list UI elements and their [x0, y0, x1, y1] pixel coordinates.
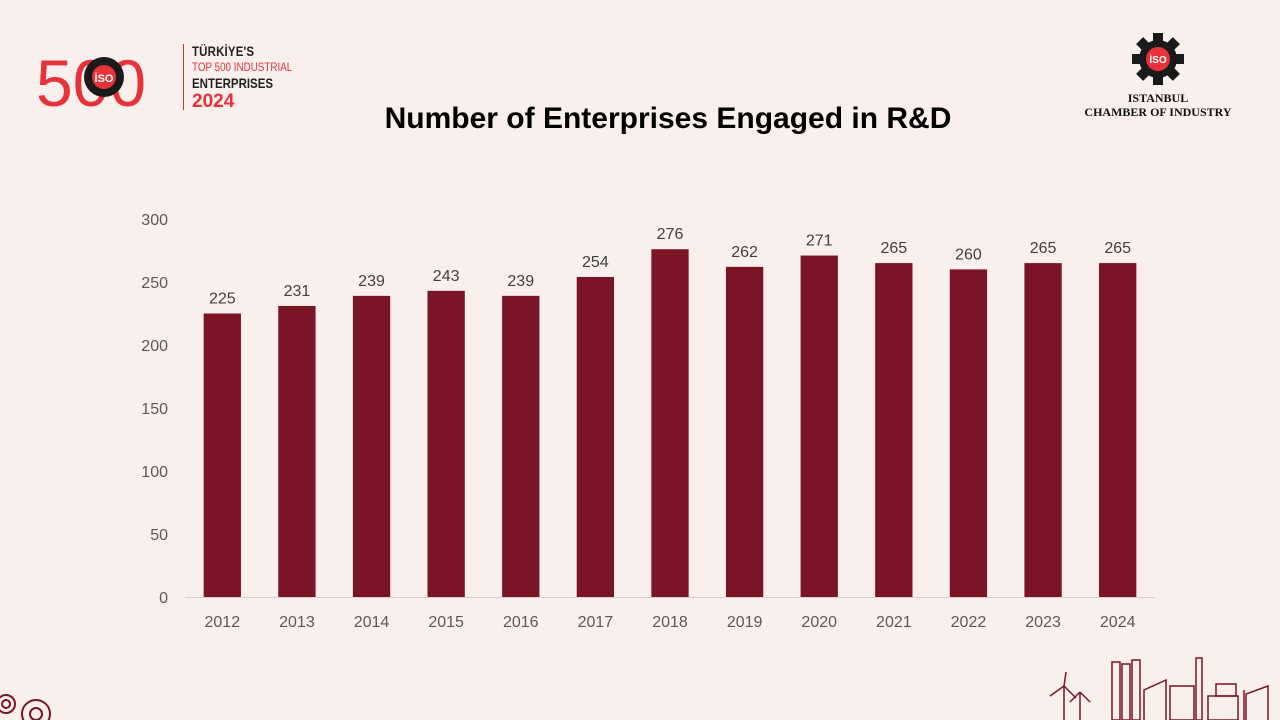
x-tick-label: 2021 — [876, 614, 912, 631]
data-label-2023: 265 — [1030, 240, 1057, 257]
x-tick-label: 2013 — [279, 614, 315, 631]
bar-2020 — [800, 255, 838, 598]
x-tick-label: 2017 — [578, 614, 614, 631]
y-tick-label: 150 — [141, 401, 168, 418]
logo-line-2: TOP 500 INDUSTRIAL — [192, 60, 293, 74]
bar-series — [203, 249, 1137, 598]
y-tick-label: 300 — [141, 212, 168, 229]
bar-2024 — [1099, 263, 1137, 597]
data-label-2021: 265 — [880, 240, 907, 257]
x-tick-label: 2014 — [354, 614, 390, 631]
x-tick-label: 2018 — [652, 614, 688, 631]
bar-2016 — [502, 295, 540, 597]
logo-500-graphic: 500 İSO — [36, 46, 146, 120]
bar-2019 — [725, 266, 764, 597]
iso-badge-text: İSO — [1149, 53, 1166, 66]
x-tick-label: 2016 — [503, 614, 539, 631]
data-label-2015: 243 — [433, 268, 460, 285]
factory-skyline-icon — [1049, 657, 1269, 720]
bar-2017 — [576, 276, 615, 597]
y-tick-label: 250 — [141, 275, 168, 292]
bar-2015 — [427, 290, 465, 597]
x-tick-label: 2024 — [1100, 614, 1136, 631]
bar-2021 — [875, 263, 913, 597]
logo-divider — [183, 44, 184, 110]
gears-decoration-icon — [0, 694, 51, 720]
org-name-line-2: CHAMBER OF INDUSTRY — [1084, 105, 1232, 119]
data-label-2022: 260 — [955, 246, 982, 263]
x-tick-label: 2012 — [205, 614, 241, 631]
data-label-2016: 239 — [507, 273, 534, 290]
logo-line-4: 2024 — [192, 91, 235, 112]
iso-gear-icon: İSO — [1132, 33, 1184, 85]
data-labels: 225 231 239 243 239 254 276 262 271 265 260 265 265 — [209, 226, 1131, 307]
x-axis: 2012 2013 2014 2015 2016 2017 2018 2019 2020 2021… — [205, 614, 1136, 631]
y-tick-label: 0 — [159, 590, 168, 607]
data-label-2020: 271 — [806, 233, 833, 250]
org-name-line-1: ISTANBUL — [1127, 91, 1189, 105]
bar-2014 — [352, 295, 391, 597]
bar-2018 — [651, 249, 689, 598]
data-label-2018: 276 — [657, 226, 684, 243]
logo-line-3: ENTERPRISES — [192, 75, 274, 91]
logo-line-1: TÜRKİYE'S — [192, 43, 255, 59]
data-label-2024: 265 — [1104, 240, 1131, 257]
logo-gear-center-icon — [92, 65, 116, 89]
x-tick-label: 2022 — [951, 614, 987, 631]
data-label-2014: 239 — [358, 273, 385, 290]
bar-2013 — [278, 305, 316, 597]
bar-2022 — [949, 269, 988, 597]
y-tick-label: 50 — [150, 527, 168, 544]
data-label-2013: 231 — [284, 283, 311, 300]
logo-badge-text: İSO — [95, 72, 114, 85]
data-label-2019: 262 — [731, 244, 758, 261]
x-tick-label: 2015 — [428, 614, 464, 631]
data-label-2012: 225 — [209, 291, 236, 308]
x-tick-label: 2020 — [801, 614, 837, 631]
brand-logo-left: 500 İSO TÜRKİYE'S TOP 500 INDUSTRIAL ENT… — [36, 40, 296, 120]
data-label-2017: 254 — [582, 254, 609, 271]
y-axis: 0 50 100 150 200 250 300 — [141, 212, 168, 607]
y-tick-label: 100 — [141, 464, 168, 481]
bar-2012 — [203, 313, 241, 597]
chart-title: Number of Enterprises Engaged in R&D — [384, 102, 952, 135]
x-tick-label: 2019 — [727, 614, 763, 631]
x-tick-label: 2023 — [1025, 614, 1061, 631]
y-tick-label: 200 — [141, 338, 168, 355]
brand-logo-right: İSO ISTANBUL CHAMBER OF INDUSTRY — [1072, 32, 1244, 119]
bar-2023 — [1024, 263, 1062, 597]
